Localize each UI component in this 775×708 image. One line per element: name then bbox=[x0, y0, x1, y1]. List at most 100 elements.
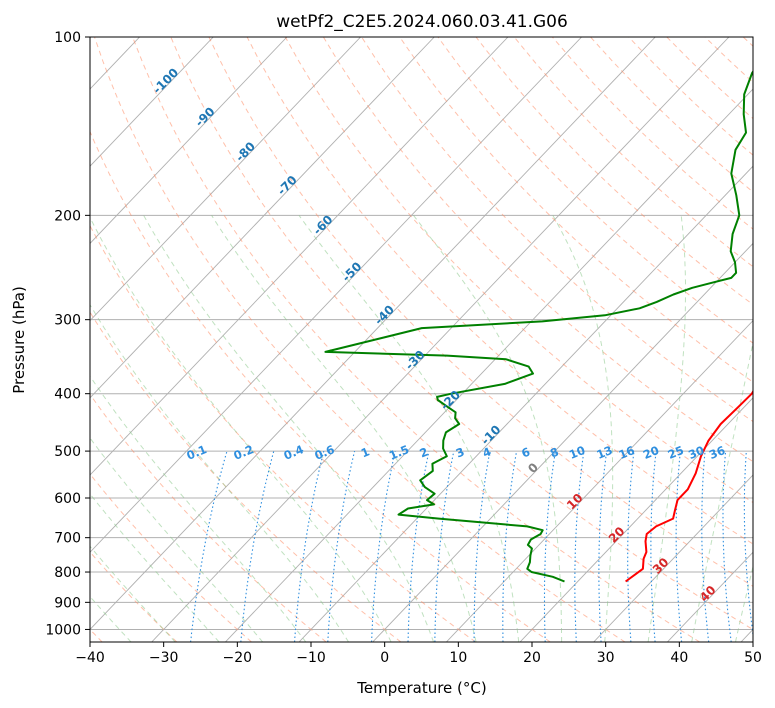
mixing-ratio-line bbox=[327, 450, 356, 642]
moist-adiabat-line bbox=[90, 493, 220, 642]
dry-adiabat-line bbox=[208, 37, 753, 587]
dry-adiabat-line bbox=[170, 37, 753, 630]
isotherm-line bbox=[225, 88, 753, 642]
mixing-ratio-label: 1.5 bbox=[387, 442, 411, 463]
dry-adiabat-line bbox=[513, 37, 753, 268]
isotherm-line bbox=[90, 37, 214, 167]
isotherm-value-label: -50 bbox=[339, 259, 364, 284]
moist-adiabat-line bbox=[90, 545, 176, 642]
isotherm-line bbox=[593, 474, 753, 642]
isotherm-line bbox=[298, 165, 753, 642]
dry-adiabat-line bbox=[90, 130, 551, 642]
isotherm-value-label: -60 bbox=[310, 212, 335, 237]
y-tick-label: 900 bbox=[54, 595, 81, 611]
dry-adiabat-line bbox=[94, 37, 626, 642]
mixing-ratio-label: 1 bbox=[359, 444, 372, 460]
isotherm-line bbox=[667, 551, 753, 642]
moist-adiabat-line bbox=[552, 215, 614, 642]
dry-adiabat-line bbox=[590, 37, 753, 193]
mixing-ratio-label: 6 bbox=[519, 445, 532, 461]
mixing-ratio-label: 0.4 bbox=[282, 442, 306, 463]
dry-adiabat-line bbox=[90, 473, 252, 642]
isotherm-value-label: 40 bbox=[697, 583, 719, 605]
x-tick-label: 50 bbox=[744, 650, 762, 666]
mixing-ratio-line bbox=[294, 450, 325, 642]
isotherm-value-label: -70 bbox=[275, 173, 300, 198]
y-tick-label: 400 bbox=[54, 387, 81, 403]
isotherm-line bbox=[446, 319, 753, 642]
mixing-ratio-label: 20 bbox=[641, 443, 661, 462]
y-tick-label: 300 bbox=[54, 313, 81, 329]
moist-adiabat-line bbox=[90, 216, 392, 642]
x-tick-label: 30 bbox=[597, 650, 615, 666]
isotherm-value-label: 30 bbox=[650, 555, 672, 577]
isotherm-value-label: -40 bbox=[372, 302, 397, 327]
moist-adiabat-line bbox=[413, 214, 563, 642]
mixing-ratio-line bbox=[190, 450, 228, 642]
mixing-ratio-label: 30 bbox=[686, 443, 706, 462]
isotherm-line bbox=[90, 37, 288, 245]
temperature-profile-line bbox=[625, 389, 753, 583]
mixing-ratio-line bbox=[627, 451, 635, 642]
y-tick-label: 500 bbox=[54, 444, 81, 460]
adiabat-layer bbox=[90, 37, 753, 642]
dry-adiabat-line bbox=[437, 37, 753, 344]
isotherm-value-label: -100 bbox=[150, 65, 181, 96]
isotherm-value-label: 20 bbox=[606, 524, 628, 546]
x-tick-label: 20 bbox=[523, 650, 541, 666]
dry-adiabat-line bbox=[246, 37, 753, 545]
mixing-ratio-line bbox=[701, 451, 710, 642]
dry-adiabat-line bbox=[322, 37, 753, 463]
x-tick-label: −20 bbox=[223, 650, 253, 666]
moist-adiabat-line bbox=[143, 215, 435, 642]
dry-adiabat-line bbox=[284, 37, 753, 504]
isotherm-line bbox=[90, 37, 509, 476]
isotherm-value-label: -30 bbox=[402, 348, 427, 373]
grid-layer bbox=[90, 37, 753, 642]
x-tick-label: −10 bbox=[296, 650, 326, 666]
mixing-ratio-label: 3 bbox=[454, 445, 467, 461]
mixing-ratio-label: 25 bbox=[666, 443, 686, 462]
x-tick-label: −40 bbox=[75, 650, 105, 666]
series-layer bbox=[324, 70, 753, 583]
mixing-ratio-line bbox=[743, 451, 753, 640]
mixing-ratio-label: 36 bbox=[707, 443, 727, 462]
dewpoint-profile-line bbox=[324, 70, 753, 583]
x-tick-label: 40 bbox=[670, 650, 688, 666]
mixing-ratio-label: 10 bbox=[567, 443, 587, 462]
moist-adiabat-line bbox=[90, 375, 307, 642]
moist-adiabat-line bbox=[90, 303, 350, 642]
line-label-layer: 0.1 0.2 0.4 0.6 1 1.5 2 3 4 6 8 10 13 16 20 25 30 36-100-… bbox=[150, 65, 727, 604]
plot-area: 0.1 0.2 0.4 0.6 1 1.5 2 3 4 6 8 10 13 16 20 25 30 36-100-… bbox=[90, 37, 753, 642]
moist-adiabat-line bbox=[298, 215, 520, 642]
y-tick-label: 1000 bbox=[45, 622, 81, 638]
isotherm-line bbox=[90, 37, 656, 631]
mixing-ratio-label: 0.6 bbox=[312, 442, 336, 463]
mixing-ratio-line bbox=[473, 450, 491, 642]
axis-layer: −40 −30 −20 −10 0 10 20 30 40 5010020030040050060… bbox=[45, 30, 762, 666]
isotherm-line bbox=[151, 37, 730, 642]
mixing-ratio-line bbox=[240, 450, 275, 642]
y-tick-label: 200 bbox=[54, 208, 81, 224]
x-tick-label: −30 bbox=[149, 650, 179, 666]
mixing-ratio-label: 16 bbox=[617, 443, 637, 462]
mixing-ratio-line bbox=[574, 451, 585, 642]
dry-adiabat-line bbox=[90, 311, 402, 642]
moist-adiabat-line bbox=[211, 215, 477, 642]
moist-adiabat-line bbox=[647, 215, 686, 642]
isotherm-line bbox=[90, 37, 435, 399]
mixing-ratio-label: 2 bbox=[418, 445, 431, 461]
dry-adiabat-line bbox=[399, 37, 753, 383]
y-tick-label: 700 bbox=[54, 531, 81, 547]
chart-title: wetPf2_C2E5.2024.060.03.41.G06 bbox=[276, 12, 568, 32]
isotherm-line bbox=[90, 37, 582, 553]
mixing-ratio-line bbox=[407, 450, 430, 642]
mixing-ratio-layer bbox=[190, 450, 753, 642]
mixing-ratio-label: 13 bbox=[594, 443, 614, 462]
mixing-ratio-line bbox=[371, 450, 396, 642]
moist-adiabat-line bbox=[735, 564, 753, 642]
moist-adiabat-line bbox=[691, 340, 753, 642]
isotherm-value-label: 10 bbox=[564, 491, 586, 513]
dry-adiabat-line bbox=[742, 37, 753, 47]
dry-adiabat-line bbox=[666, 37, 753, 120]
